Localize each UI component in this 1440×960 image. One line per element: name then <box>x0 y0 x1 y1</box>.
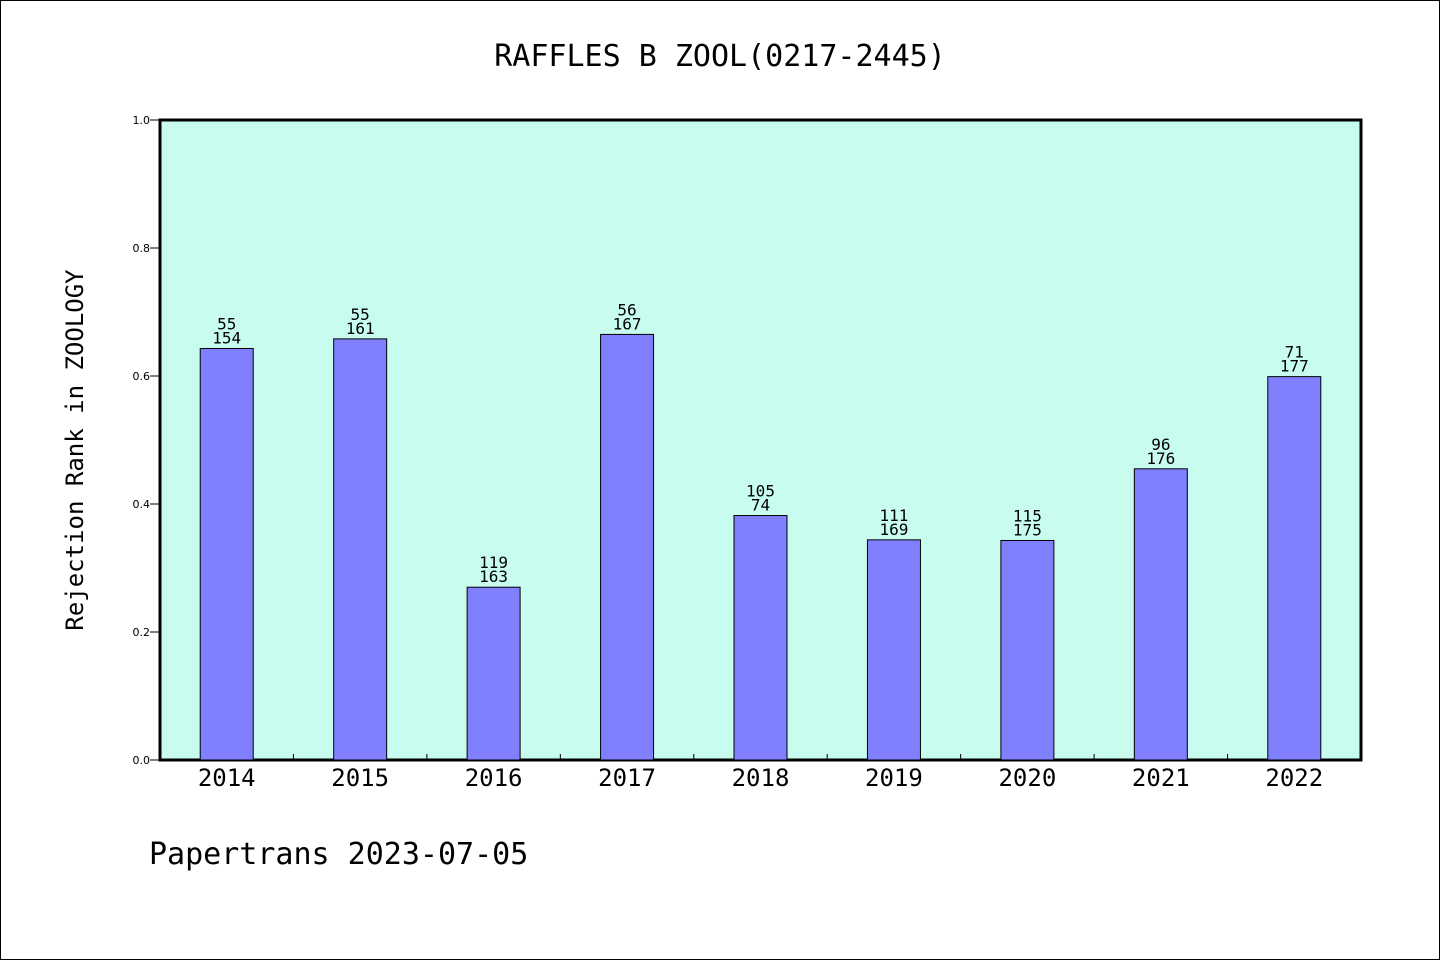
bar-label-top: 56 <box>617 300 636 319</box>
x-tick-label: 2014 <box>198 764 256 792</box>
bar-label-bottom: 175 <box>1013 520 1042 539</box>
bar-2021 <box>1133 468 1188 761</box>
bar-2015 <box>333 338 388 761</box>
footer-date: Papertrans 2023-07-05 <box>149 837 528 872</box>
x-axis: 2014 2015 2016 2017 2018 2019 2020 2021 2022 <box>198 754 1323 792</box>
bar-label-bottom: 74 <box>751 496 770 515</box>
bar-label-top: 55 <box>217 314 236 333</box>
y-tick-label: 0.2 <box>133 626 151 639</box>
chart-title: RAFFLES B ZOOL(0217-2445) <box>494 39 946 74</box>
bar-2018 <box>733 515 788 761</box>
bar-2014 <box>199 347 254 761</box>
bar-2022 <box>1267 376 1322 761</box>
x-tick-label: 2015 <box>331 764 389 792</box>
bar-label-bottom: 176 <box>1146 449 1175 468</box>
bar-label-bottom: 167 <box>613 314 642 333</box>
x-tick-label: 2020 <box>998 764 1056 792</box>
bar-label-top: 105 <box>746 482 775 501</box>
bar-label-top: 71 <box>1285 343 1304 362</box>
bar-label-bottom: 177 <box>1280 357 1309 376</box>
bar-2019 <box>866 539 921 761</box>
x-tick-label: 2021 <box>1132 764 1190 792</box>
bar-2016 <box>466 586 521 761</box>
x-tick-label: 2018 <box>732 764 790 792</box>
x-tick-label: 2016 <box>465 764 523 792</box>
bars <box>199 333 1322 761</box>
y-tick-label: 1.0 <box>133 114 151 127</box>
y-tick-label: 0.6 <box>133 370 151 383</box>
bar-label-top: 55 <box>351 305 370 324</box>
bar-2017 <box>600 333 655 761</box>
bar-label-bottom: 161 <box>346 319 375 338</box>
x-tick-label: 2022 <box>1265 764 1323 792</box>
bar-label-bottom: 154 <box>212 328 241 347</box>
bar-label-top: 115 <box>1013 506 1042 525</box>
bar-labels: 5515455161119163561671057411116911517596… <box>212 300 1308 586</box>
bar-label-top: 96 <box>1151 435 1170 454</box>
y-axis: 0.0 0.2 0.4 0.6 0.8 1.0 <box>133 114 160 767</box>
y-tick-label: 0.0 <box>133 754 151 767</box>
x-tick-label: 2017 <box>598 764 656 792</box>
bar-label-top: 119 <box>479 553 508 572</box>
bar-label-top: 111 <box>879 506 908 525</box>
y-tick-label: 0.8 <box>133 242 151 255</box>
bar-2020 <box>1000 539 1055 761</box>
bar-label-bottom: 169 <box>879 520 908 539</box>
x-tick-label: 2019 <box>865 764 923 792</box>
bar-label-bottom: 163 <box>479 567 508 586</box>
y-tick-label: 0.4 <box>133 498 151 511</box>
y-axis-label: Rejection Rank in ZOOLOGY <box>61 269 89 631</box>
